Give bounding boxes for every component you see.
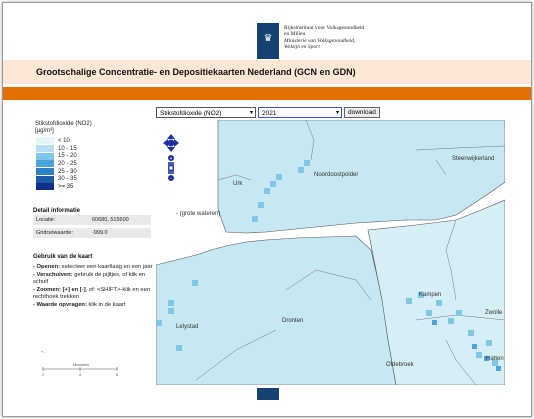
org-line-2: en Milieu (284, 31, 306, 38)
legend-item: < 10 (36, 137, 115, 145)
scale-tick-1: 4 (79, 373, 81, 377)
help-text: - Openen: selecteer een kaartlaag en een… (33, 264, 153, 310)
detail-location-key: Locatie: (36, 217, 56, 223)
map-label-steenwijkerland: Steenwijkerland (452, 156, 495, 162)
pan-up-icon[interactable] (167, 134, 175, 139)
legend-label: < 10 (58, 137, 70, 144)
scale-bar: + - kilometers 0 4 8 (41, 350, 118, 377)
year-select-value: 2021 (262, 110, 277, 117)
pan-down-icon[interactable] (167, 147, 175, 152)
legend-label: 10 - 15 (58, 145, 77, 152)
help-heading: Gebruik van de kaart (33, 254, 93, 260)
svg-text:+: + (170, 156, 173, 162)
legend-title: Stikstofdioxide (NO2) (35, 121, 92, 127)
scale-tick-0: 0 (42, 373, 44, 377)
org-name: Rijksinstituut voor Volksgezondheid en M… (284, 25, 364, 51)
legend-item: 15 - 20 (36, 152, 115, 160)
org-line-1: Rijksinstituut voor Volksgezondheid (284, 25, 365, 31)
zoom-out-icon[interactable] (168, 175, 174, 181)
orange-bar (3, 87, 531, 100)
legend-swatch (36, 137, 54, 145)
chevron-down-icon: ▾ (335, 110, 339, 116)
detail-location-value: 60680, 515600 (92, 217, 129, 223)
detail-row-location: Locatie: 60680, 515600 (33, 215, 151, 225)
legend-swatch (36, 145, 54, 153)
legend-label: 30 - 35 (58, 176, 77, 183)
svg-text:-: - (170, 176, 172, 182)
map-label-hattem: Hatten (486, 356, 504, 362)
map-hotspot-cells-dark (432, 320, 501, 371)
rivm-logo: ♛ (257, 23, 279, 59)
map-label-kampen: Kampen (419, 292, 442, 298)
legend-item: 30 - 35 (36, 175, 115, 183)
help-item-open: - Openen: selecteer een kaartlaag en een… (33, 264, 153, 270)
detail-grid-key: Gridcelwaarde: (36, 230, 73, 236)
pan-left-icon[interactable] (163, 139, 168, 147)
legend-item: 10 - 15 (36, 145, 115, 153)
map-label-noordoostpolder: Noordoostpolder (314, 172, 359, 178)
legend-item: 20 - 25 (36, 160, 115, 168)
pan-right-icon[interactable] (174, 139, 179, 147)
legend-item: 25 - 30 (36, 168, 115, 176)
map-controls: Stikstofdioxide (NO2) ▾ 2021 ▾ download (156, 107, 380, 119)
scale-tick-2: 8 (116, 373, 118, 377)
page-title: Grootschalige Concentratie- en Depositie… (36, 67, 356, 77)
detail-grid-value: -999.0 (92, 230, 108, 236)
map-land-flevoland (156, 235, 397, 385)
map-svg[interactable] (156, 120, 505, 385)
legend-swatch (36, 152, 54, 160)
legend-swatch (36, 168, 54, 176)
map-canvas[interactable]: Urk Noordoostpolder Steenwijkerland - (g… (156, 120, 505, 385)
legend-item: >= 35 (36, 183, 115, 191)
legend-unit: [µg/m³] (35, 128, 54, 134)
help-item-query: - Waarde opvragen: klik in de kaart (33, 301, 126, 308)
detail-heading: Detail informatie (33, 208, 81, 214)
ministry-line-1: Ministerie van Volksgezondheid, (284, 37, 356, 44)
legend: Stikstofdioxide (NO2) [µg/m³] < 10 10 - 1… (35, 121, 115, 191)
map-navigation: + - (163, 134, 179, 182)
legend-label: 25 - 30 (58, 168, 77, 175)
header: ♛ Rijksinstituut voor Volksgezondheid en… (3, 3, 531, 59)
chevron-down-icon: ▾ (249, 110, 253, 116)
ministry-line-2: Welzijn en Sport (284, 44, 320, 51)
help-item-pan: - Verschuiven: gebruik de pijltjes, of k… (33, 271, 146, 286)
detail-table: Locatie: 60680, 515600 Gridcelwaarde: -9… (33, 215, 151, 241)
map-label-zwolle: Zwolle (485, 310, 503, 316)
scale-unit: kilometers (73, 363, 89, 367)
map-land-kampen (367, 199, 505, 385)
map-label-grote-wateren: - (grote wateren) (176, 211, 221, 217)
component-select[interactable]: Stikstofdioxide (NO2) ▾ (156, 107, 256, 118)
year-select[interactable]: 2021 ▾ (258, 107, 342, 118)
footer-logo-block (257, 388, 279, 400)
legend-label: 15 - 20 (58, 153, 77, 160)
map-label-oldebroek: Oldebroek (386, 362, 414, 368)
map-hotspot-cells (156, 160, 498, 366)
zoom-in-icon[interactable] (168, 155, 174, 161)
title-band (3, 60, 531, 84)
help-item-zoom: - Zoomen: [+] en [-], of: <SHIFT>-klik e… (33, 286, 151, 301)
map-label-dronten: Dronten (282, 318, 304, 324)
download-button[interactable]: download (344, 107, 380, 118)
component-select-value: Stikstofdioxide (NO2) (160, 110, 222, 117)
svg-text:+ -: + - (41, 350, 46, 354)
legend-label: 20 - 25 (58, 160, 77, 167)
map-label-lelystad: Lelystad (176, 324, 199, 330)
pan-center-icon[interactable] (167, 139, 175, 147)
legend-swatch (36, 175, 54, 183)
legend-label: >= 35 (58, 183, 74, 190)
crest-icon: ♛ (263, 33, 273, 44)
detail-row-grid: Gridcelwaarde: -999.0 (33, 228, 151, 238)
legend-swatch (36, 160, 54, 168)
map-land-noordoostpolder (217, 120, 505, 234)
legend-swatch (36, 183, 54, 191)
map-label-urk: Urk (233, 181, 243, 187)
